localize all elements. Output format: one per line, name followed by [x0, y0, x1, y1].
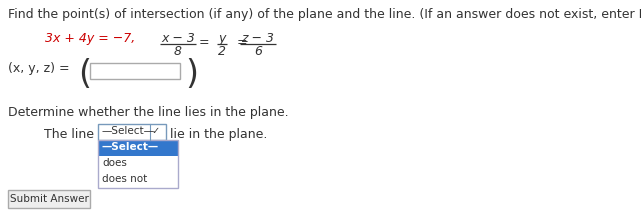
- Text: ✓: ✓: [152, 126, 160, 136]
- Text: Find the point(s) of intersection (if any) of the plane and the line. (If an ans: Find the point(s) of intersection (if an…: [8, 8, 641, 21]
- Text: =: =: [237, 37, 247, 50]
- Text: does not: does not: [102, 174, 147, 184]
- Text: 8: 8: [174, 45, 182, 58]
- Bar: [98, 140, 178, 156]
- Text: =: =: [199, 37, 210, 50]
- Bar: [98, 124, 166, 140]
- Text: (x, y, z) =: (x, y, z) =: [8, 62, 70, 75]
- Text: (: (: [78, 58, 91, 91]
- Text: Determine whether the line lies in the plane.: Determine whether the line lies in the p…: [8, 106, 288, 119]
- Text: 2: 2: [218, 45, 226, 58]
- Text: 3x + 4y = −7,: 3x + 4y = −7,: [45, 32, 135, 45]
- Text: The line: The line: [44, 128, 94, 141]
- Bar: [90, 63, 180, 79]
- Text: z − 3: z − 3: [242, 32, 274, 45]
- Bar: [98, 140, 178, 188]
- Text: —Select—: —Select—: [102, 126, 155, 136]
- Text: y: y: [219, 32, 226, 45]
- Text: 6: 6: [254, 45, 262, 58]
- Bar: [8, 190, 90, 208]
- Text: —Select—: —Select—: [102, 142, 159, 152]
- Text: Submit Answer: Submit Answer: [10, 194, 88, 204]
- Text: does: does: [102, 158, 127, 168]
- Text: x − 3: x − 3: [161, 32, 195, 45]
- Text: ): ): [185, 58, 198, 91]
- Text: lie in the plane.: lie in the plane.: [170, 128, 267, 141]
